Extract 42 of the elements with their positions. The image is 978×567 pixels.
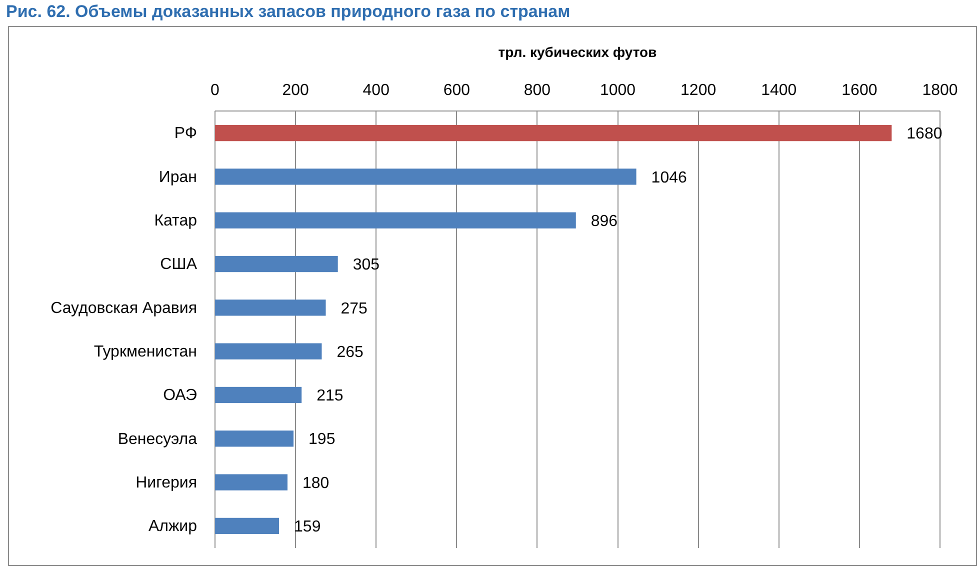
x-tick-label: 1800 xyxy=(922,82,958,99)
bar xyxy=(215,124,892,142)
y-tick-label: Туркменистан xyxy=(94,343,197,360)
data-label: 215 xyxy=(316,388,344,405)
bar xyxy=(215,343,322,360)
bar xyxy=(215,212,576,228)
x-tick-label: 200 xyxy=(282,82,309,99)
data-label: 275 xyxy=(340,300,368,318)
bar xyxy=(215,518,280,534)
x-tick-label: 600 xyxy=(443,82,470,99)
y-tick-label: Катар xyxy=(154,212,198,230)
data-label: 1680 xyxy=(906,126,942,143)
bar xyxy=(215,474,288,490)
y-tick-label: Алжир xyxy=(148,518,198,536)
bar xyxy=(215,430,294,447)
data-label: 1046 xyxy=(651,169,687,186)
chart-title: Рис. 62. Объемы доказанных запасов природного газа по странам xyxy=(6,2,570,21)
y-tick-label: Иран xyxy=(158,168,197,186)
y-tick-label: США xyxy=(160,256,198,274)
x-tick-label: 0 xyxy=(210,82,220,99)
bar xyxy=(215,256,338,272)
x-tick-label: 1200 xyxy=(680,82,716,99)
x-tick-label: 1600 xyxy=(842,82,878,99)
data-label: 896 xyxy=(590,212,618,230)
bar xyxy=(215,386,302,404)
y-tick-label: РФ xyxy=(174,125,197,142)
y-tick-label: Венесуэла xyxy=(118,430,198,448)
data-label: 159 xyxy=(294,518,321,536)
bar xyxy=(215,168,636,185)
x-axis-title: трл. кубических футов xyxy=(498,44,658,60)
y-tick-label: Нигерия xyxy=(136,474,197,492)
data-label: 180 xyxy=(302,474,330,492)
data-label: 195 xyxy=(308,431,336,448)
data-label: 305 xyxy=(352,256,380,274)
x-tick-label: 400 xyxy=(362,82,390,99)
y-tick-label: ОАЭ xyxy=(163,387,197,404)
x-tick-label: 1400 xyxy=(761,82,797,99)
x-tick-label: 1000 xyxy=(600,82,636,99)
y-tick-label: Саудовская Аравия xyxy=(50,300,197,317)
x-tick-label: 800 xyxy=(524,82,551,99)
bar xyxy=(215,300,326,316)
data-label: 265 xyxy=(336,344,364,361)
